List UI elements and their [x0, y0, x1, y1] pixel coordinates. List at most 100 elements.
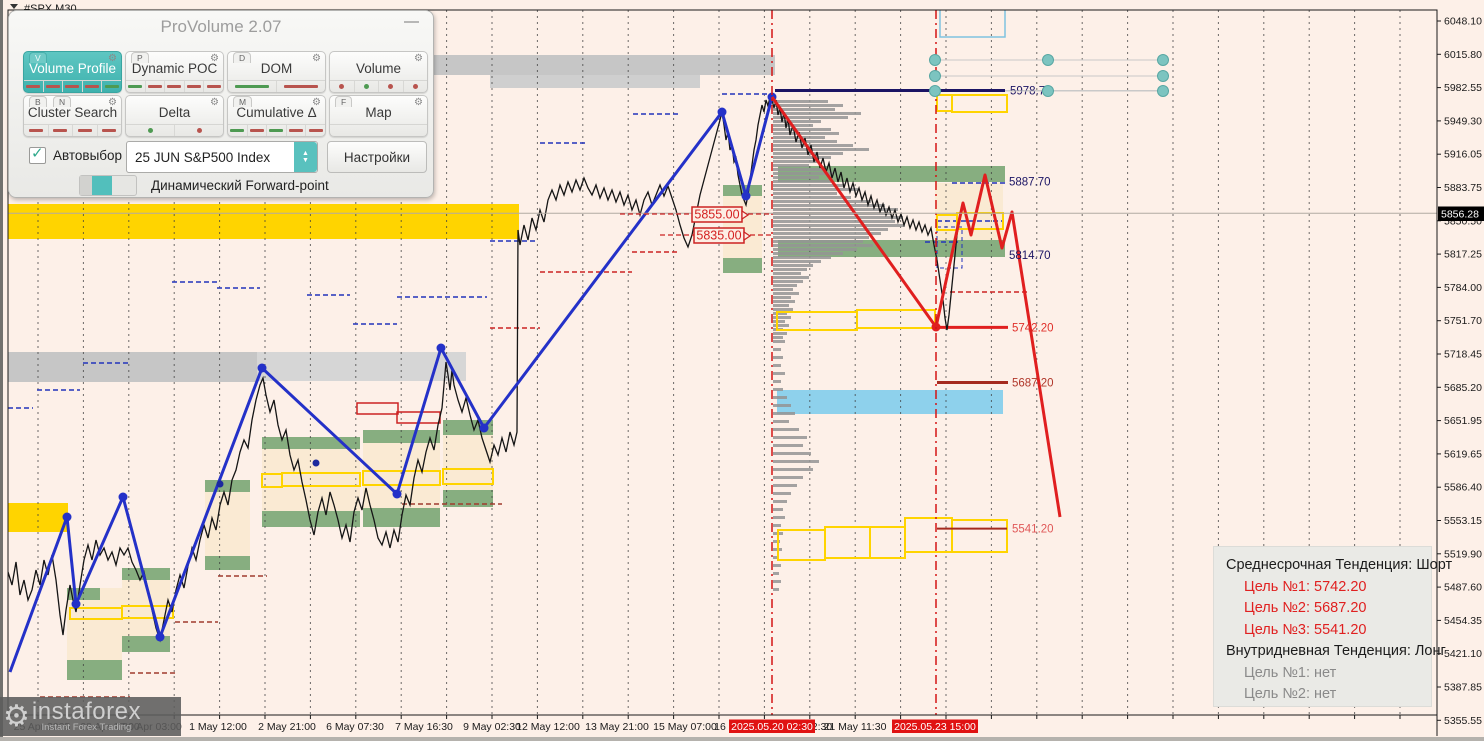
- current-price-value: 5856.28: [1441, 209, 1479, 221]
- selection-handle[interactable]: [1157, 70, 1169, 82]
- selection-handle[interactable]: [1157, 85, 1169, 97]
- price-axis-label: 5519.90: [1444, 548, 1482, 560]
- price-axis-label: 5586.40: [1444, 482, 1482, 494]
- button-label: Volume: [355, 61, 402, 76]
- watermark-tagline: Instant Forex Trading: [41, 721, 132, 733]
- panel-button-volume-profile[interactable]: V ⚙ Volume Profile: [23, 51, 122, 93]
- volume-profile-bar: [773, 500, 787, 503]
- gear-icon[interactable]: ⚙: [312, 97, 321, 108]
- instaforex-logo-icon: ⚙: [3, 699, 30, 733]
- volume-profile-bar: [773, 200, 871, 203]
- panel-button-volume[interactable]: ⚙ Volume: [329, 51, 428, 93]
- volume-profile-bar: [773, 460, 819, 463]
- button-tab-P[interactable]: P: [131, 52, 149, 63]
- volume-profile-bar: [773, 248, 857, 251]
- sky-band: [777, 390, 1003, 414]
- price-axis-label: 5454.35: [1444, 615, 1482, 627]
- panel-button-dynamic-poc[interactable]: P ⚙ Dynamic POC: [125, 51, 224, 93]
- volume-profile-bar: [773, 228, 888, 231]
- gear-icon[interactable]: ⚙: [210, 53, 219, 64]
- gear-icon[interactable]: ⚙: [312, 53, 321, 64]
- volume-profile-bar: [773, 204, 885, 207]
- autoselect-checkbox[interactable]: ✓: [29, 145, 46, 164]
- volume-profile-bar: [773, 196, 851, 199]
- watermark-brand: instaforex: [31, 697, 141, 725]
- gear-icon[interactable]: ⚙: [108, 53, 117, 64]
- yellow-band: [8, 204, 519, 239]
- volume-profile-bar: [773, 232, 881, 235]
- settings-button[interactable]: Настройки: [327, 141, 427, 173]
- button-tab-F[interactable]: F: [335, 96, 353, 107]
- session-time-text: 2025.05.20 02:30: [731, 721, 813, 733]
- zigzag-pivot-dot: [392, 489, 402, 499]
- volume-profile-bar: [773, 168, 825, 171]
- button-tab-V[interactable]: V: [29, 52, 47, 63]
- level-label: 5978.70: [1010, 86, 1052, 98]
- volume-profile-bar: [773, 492, 791, 495]
- indicator-red: [53, 129, 68, 132]
- panel-button-delta[interactable]: ⚙ Delta: [125, 95, 224, 137]
- selection-handle[interactable]: [929, 54, 941, 66]
- volume-profile-bar: [773, 208, 898, 211]
- panel-button-dom[interactable]: D ⚙ DOM: [227, 51, 326, 93]
- panel-button-cumulative-[interactable]: M ⚙ Cumulative Δ: [227, 95, 326, 137]
- price-axis-label: 5355.55: [1444, 715, 1482, 727]
- selection-handle[interactable]: [929, 70, 941, 82]
- instaforex-watermark: ⚙ instaforex Instant Forex Trading: [0, 697, 181, 736]
- button-indicator-strip: [24, 80, 121, 92]
- spinner-icon[interactable]: ▲ ▼: [294, 142, 317, 172]
- volume-profile-bar: [773, 316, 791, 319]
- zigzag-pivot-dot: [155, 632, 165, 642]
- legend-line: Цель №1: 5742.20: [1244, 578, 1367, 595]
- indicator-red: [26, 85, 41, 88]
- symbol-dropdown-icon[interactable]: [10, 4, 18, 9]
- volume-profile-bar: [773, 272, 801, 275]
- button-label: DOM: [260, 61, 293, 76]
- panel-button-cluster-search[interactable]: B N ⚙ Cluster Search: [23, 95, 122, 137]
- zigzag-pivot-dot: [118, 492, 128, 502]
- button-tab-D[interactable]: D: [233, 52, 252, 63]
- gear-icon[interactable]: ⚙: [414, 97, 423, 108]
- time-axis-label: 7 May 16:30: [395, 721, 453, 733]
- zone-green-cap: [443, 490, 493, 507]
- gear-icon[interactable]: ⚙: [414, 53, 423, 64]
- panel-button-map[interactable]: F ⚙ Map: [329, 95, 428, 137]
- yellow-box: [69, 607, 123, 620]
- price-axis-label: 5487.60: [1444, 582, 1482, 594]
- price-axis-label: 5982.55: [1444, 82, 1482, 94]
- symbol-select[interactable]: 25 JUN S&P500 Index ▲ ▼: [126, 141, 318, 173]
- button-tab-N[interactable]: N: [53, 96, 72, 107]
- selection-handle[interactable]: [1157, 54, 1169, 66]
- legend-line: Внутридневная Тенденция: Лонг: [1226, 643, 1446, 659]
- selection-handle[interactable]: [929, 85, 941, 97]
- volume-profile-bar: [773, 312, 787, 315]
- volume-profile-bar: [773, 244, 873, 247]
- volume-profile-bar: [773, 580, 781, 583]
- gear-icon[interactable]: ⚙: [108, 97, 117, 108]
- gray-band: [8, 352, 257, 382]
- volume-profile-bar: [773, 160, 817, 163]
- volume-profile-bar: [773, 132, 839, 135]
- indicator-red: [77, 129, 92, 132]
- level-label: 5742.20: [1012, 322, 1054, 334]
- zone-green-cap: [67, 660, 122, 680]
- window-edge: [0, 0, 3, 741]
- volume-profile-bar: [773, 172, 833, 175]
- selection-handle[interactable]: [1042, 85, 1054, 97]
- forward-point-toggle[interactable]: [79, 175, 137, 196]
- gear-icon[interactable]: ⚙: [210, 97, 219, 108]
- button-tab-B[interactable]: B: [29, 96, 47, 107]
- volume-profile-bar: [773, 224, 905, 227]
- volume-profile-bar: [773, 128, 831, 131]
- panel-title: ProVolume 2.07: [160, 17, 282, 36]
- legend-line: Среднесрочная Тенденция: Шорт: [1226, 557, 1453, 573]
- volume-profile-bar: [773, 136, 825, 139]
- volume-profile-bar: [773, 184, 845, 187]
- volume-profile-bar: [773, 348, 781, 351]
- selection-handle[interactable]: [1042, 54, 1054, 66]
- button-tab-M[interactable]: M: [233, 96, 253, 107]
- price-axis-label: 5817.25: [1444, 249, 1482, 261]
- minimize-icon[interactable]: —: [404, 13, 419, 30]
